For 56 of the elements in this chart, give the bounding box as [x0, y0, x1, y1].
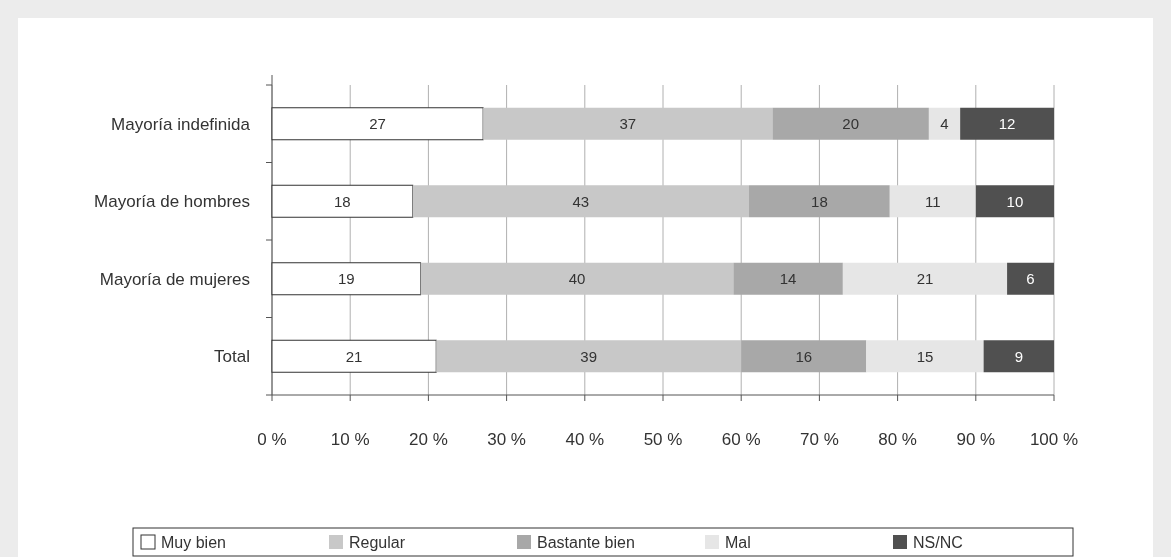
- x-tick-label: 10 %: [330, 430, 370, 449]
- bar: [889, 185, 976, 218]
- bar: [1007, 262, 1054, 295]
- bar: [866, 340, 984, 373]
- y-tick-label: Mayoría de hombres: [94, 192, 250, 212]
- bar: [483, 107, 773, 140]
- bar: [412, 185, 750, 218]
- data-label: 21: [916, 270, 934, 287]
- bar: [420, 262, 734, 295]
- x-tick-label: 60 %: [721, 430, 761, 449]
- data-label: 11: [925, 192, 941, 210]
- data-label: 18: [334, 192, 351, 210]
- legend-label: Muy bien: [161, 533, 226, 551]
- data-label: 9: [1014, 347, 1023, 365]
- y-tick-label: Total: [214, 347, 250, 367]
- data-label: 21: [345, 347, 363, 365]
- x-tick-label: 90 %: [956, 430, 996, 449]
- x-tick-label: 70 %: [800, 430, 839, 449]
- data-label: 37: [619, 115, 637, 132]
- data-label: 20: [842, 115, 860, 132]
- bar: [271, 262, 422, 296]
- bar: [271, 339, 437, 373]
- x-tick-label: 20 %: [409, 430, 448, 449]
- bar: [271, 107, 484, 141]
- data-label: 10: [1006, 192, 1024, 210]
- bar: [436, 340, 742, 373]
- data-label: 12: [998, 115, 1016, 132]
- bar: [271, 184, 414, 218]
- data-label: 27: [369, 115, 386, 132]
- y-tick-label: Mayoría indefinida: [111, 114, 251, 134]
- x-tick-label: 40 %: [565, 430, 605, 449]
- data-label: 18: [811, 192, 828, 210]
- legend-label: Regular: [349, 533, 406, 551]
- x-tick-label: 0 %: [257, 430, 287, 449]
- legend-label: Mal: [725, 533, 751, 551]
- data-label: 19: [337, 270, 355, 287]
- data-label: 16: [795, 347, 813, 365]
- x-tick-label: 50 %: [643, 430, 683, 449]
- data-label: 43: [572, 192, 590, 210]
- data-label: 14: [779, 270, 797, 287]
- data-label: 4: [940, 115, 949, 132]
- y-tick-label: Mayoría de mujeres: [99, 269, 250, 289]
- x-tick-label: 100 %: [1029, 430, 1079, 449]
- bar: [975, 185, 1054, 218]
- x-tick-label: 30 %: [487, 430, 526, 449]
- bar: [960, 107, 1054, 140]
- data-label: 6: [1026, 270, 1035, 287]
- data-label: 15: [916, 347, 934, 365]
- data-label: 39: [580, 347, 598, 365]
- bar: [983, 340, 1054, 373]
- legend-label: Bastante bien: [537, 533, 635, 551]
- legend-label: NS/NC: [913, 533, 963, 551]
- data-label: 40: [568, 270, 586, 287]
- bar: [928, 107, 961, 140]
- x-tick-label: 80 %: [878, 430, 917, 449]
- bar: [842, 262, 1008, 295]
